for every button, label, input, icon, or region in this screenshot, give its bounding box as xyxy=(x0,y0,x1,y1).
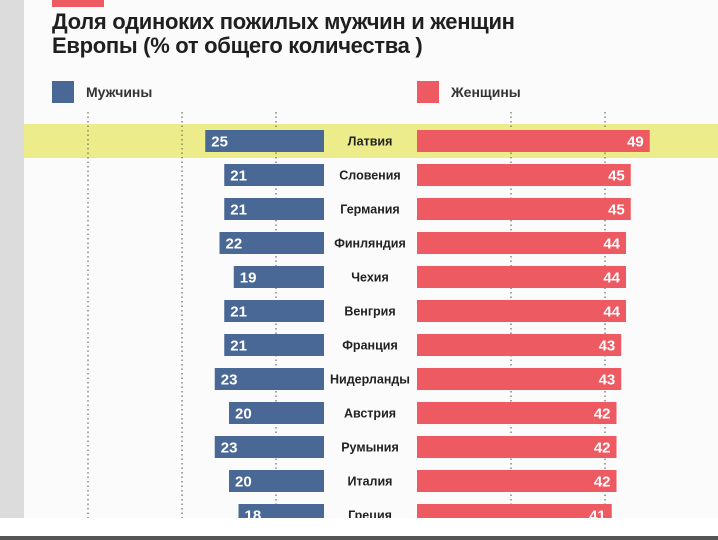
legend-female: Женщины xyxy=(417,81,521,103)
female-bar xyxy=(417,334,622,356)
female-value-label: 41 xyxy=(589,508,606,519)
category-label: Австрия xyxy=(344,407,396,421)
female-bar xyxy=(417,436,617,458)
category-label: Латвия xyxy=(348,135,393,149)
male-value-label: 21 xyxy=(230,338,247,355)
category-label: Финляндия xyxy=(334,237,406,251)
legend-male: Мужчины xyxy=(52,81,152,103)
female-bar xyxy=(417,198,631,220)
chart-title-line-2: Европы (% от общего количества ) xyxy=(52,33,423,58)
female-value-label: 45 xyxy=(608,168,625,185)
male-value-label: 23 xyxy=(221,372,238,389)
male-bar xyxy=(214,436,324,458)
female-bar xyxy=(417,470,617,492)
female-value-label: 43 xyxy=(599,372,616,389)
category-label: Венгрия xyxy=(344,305,395,319)
male-bar xyxy=(229,470,324,492)
category-label: Германия xyxy=(340,203,399,217)
female-bar xyxy=(417,164,631,186)
category-label: Италия xyxy=(348,475,393,489)
male-value-label: 20 xyxy=(235,406,252,423)
female-value-label: 44 xyxy=(603,304,620,321)
male-value-label: 25 xyxy=(211,134,228,151)
female-value-label: 44 xyxy=(603,270,620,287)
legend-female-label: Женщины xyxy=(451,84,521,100)
butterfly-bar-chart: 25 Латвия 49 21 Словения 45 21 Германия 45 22 Финл… xyxy=(24,112,718,519)
male-bar xyxy=(214,368,324,390)
legend-female-swatch xyxy=(417,81,439,103)
male-value-label: 21 xyxy=(230,304,247,321)
category-label: Нидерланды xyxy=(330,373,410,387)
male-value-label: 22 xyxy=(226,236,243,253)
male-bar xyxy=(205,130,324,152)
female-bar xyxy=(417,368,622,390)
male-bar xyxy=(238,504,324,518)
female-value-label: 44 xyxy=(603,236,620,253)
male-value-label: 23 xyxy=(221,440,238,457)
category-label: Франция xyxy=(342,339,397,353)
male-bar xyxy=(224,300,324,322)
chart-card: Доля одиноких пожилых мужчин и женщин Ев… xyxy=(24,0,718,518)
male-bar xyxy=(224,198,324,220)
male-value-label: 21 xyxy=(230,202,247,219)
legend-male-swatch xyxy=(52,81,74,103)
male-value-label: 18 xyxy=(245,508,262,519)
chart-title: Доля одиноких пожилых мужчин и женщин Ев… xyxy=(52,10,652,58)
female-bar xyxy=(417,504,612,518)
category-label: Чехия xyxy=(351,271,389,285)
legend-male-label: Мужчины xyxy=(86,84,153,100)
female-value-label: 49 xyxy=(627,134,644,151)
male-bar xyxy=(229,402,324,424)
category-label: Греция xyxy=(348,509,392,519)
bottom-border xyxy=(0,536,718,540)
male-bar xyxy=(219,232,324,254)
female-value-label: 43 xyxy=(599,338,616,355)
category-label: Словения xyxy=(339,169,400,183)
male-value-label: 20 xyxy=(235,474,252,491)
chart-title-line-1: Доля одиноких пожилых мужчин и женщин xyxy=(52,9,515,34)
title-accent-bar xyxy=(52,0,104,7)
female-bar xyxy=(417,130,650,152)
female-bar xyxy=(417,300,626,322)
female-bar xyxy=(417,402,617,424)
female-value-label: 42 xyxy=(594,406,611,423)
female-bar xyxy=(417,266,626,288)
bottom-strip xyxy=(0,518,718,540)
male-value-label: 21 xyxy=(230,168,247,185)
male-bar xyxy=(233,266,324,288)
female-bar xyxy=(417,232,626,254)
male-value-label: 19 xyxy=(240,270,257,287)
female-value-label: 42 xyxy=(594,440,611,457)
female-value-label: 42 xyxy=(594,474,611,491)
male-bar xyxy=(224,334,324,356)
category-label: Румыния xyxy=(341,441,399,455)
female-value-label: 45 xyxy=(608,202,625,219)
male-bar xyxy=(224,164,324,186)
